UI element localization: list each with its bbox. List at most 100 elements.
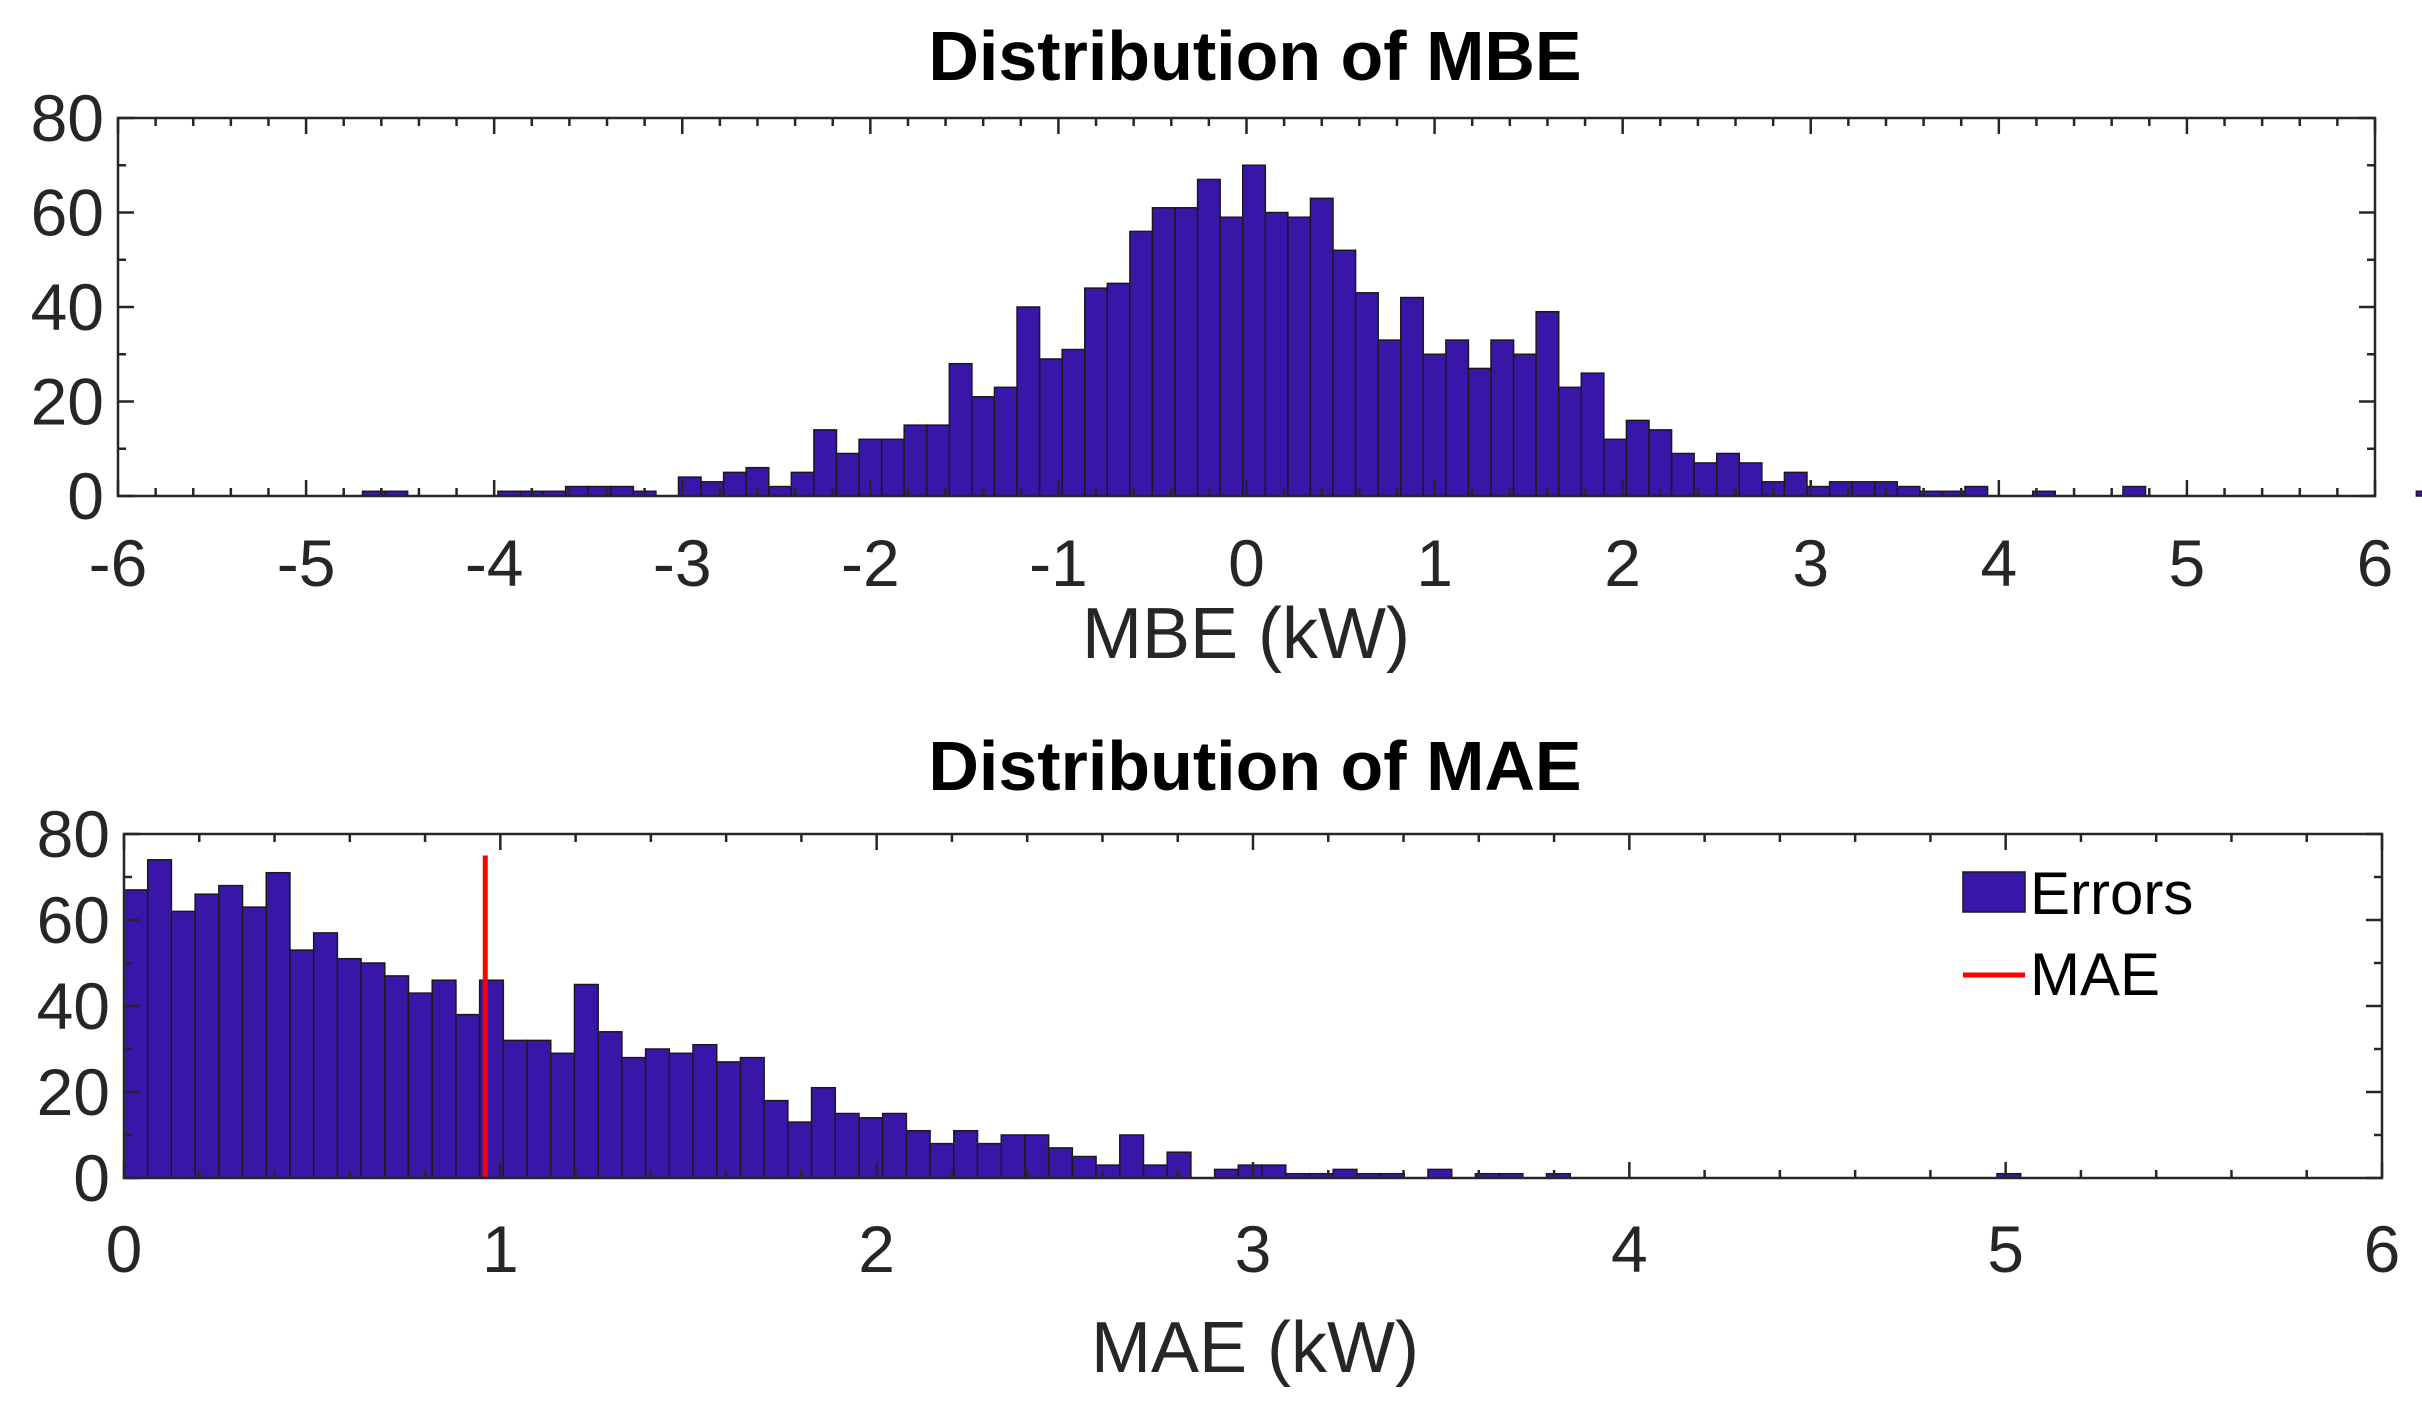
mbe-bar xyxy=(1467,367,1492,497)
mae-bar xyxy=(858,1117,884,1179)
mbe-y-tick-label: 40 xyxy=(31,270,104,344)
mbe-bar xyxy=(1625,419,1650,497)
mae-x-tick-label: 0 xyxy=(106,1212,143,1286)
mae-x-axis-label: MAE (kW) xyxy=(1091,1308,1419,1388)
mae-legend: Errors MAE xyxy=(1962,860,2193,1008)
mae-bar xyxy=(312,932,339,1179)
mae-bar xyxy=(407,992,433,1179)
mbe-bar xyxy=(1896,485,1921,497)
mbe-x-tick-label: -5 xyxy=(277,526,336,600)
mae-bar xyxy=(1237,1164,1263,1179)
mae-bar xyxy=(1095,1164,1121,1179)
mae-bar xyxy=(1427,1168,1453,1179)
mbe-x-tick-label: 1 xyxy=(1416,526,1453,600)
mbe-bar xyxy=(926,424,951,497)
mae-y-tick-label: 80 xyxy=(37,797,110,871)
mae-y-tick-label: 0 xyxy=(73,1141,110,1215)
mae-bar xyxy=(1071,1155,1097,1179)
mbe-bar xyxy=(1580,372,1605,497)
mae-bar xyxy=(218,884,244,1179)
mae-chart-title: Distribution of MAE xyxy=(928,727,1581,805)
legend-errors-label: Errors xyxy=(2030,860,2193,927)
mbe-y-tick-label: 20 xyxy=(31,365,104,439)
mae-bar xyxy=(241,906,268,1179)
mae-bar xyxy=(905,1129,931,1179)
mbe-bar xyxy=(903,424,928,497)
mae-bar xyxy=(1119,1134,1145,1179)
mbe-bar xyxy=(1738,462,1763,497)
mae-bars xyxy=(123,859,2022,1179)
mbe-x-tick-label: 3 xyxy=(1792,526,1829,600)
mbe-bar xyxy=(1490,339,1515,497)
mbe-bar xyxy=(835,452,860,497)
mae-bar xyxy=(455,1013,481,1179)
mbe-bar xyxy=(722,471,747,497)
mae-bar xyxy=(881,1112,908,1179)
mae-bar xyxy=(1000,1134,1026,1179)
mbe-x-tick-label: -3 xyxy=(653,526,712,600)
mbe-bar xyxy=(2122,485,2147,497)
mbe-y-tick-label: 0 xyxy=(67,459,104,533)
mbe-bar xyxy=(1512,353,1537,497)
mae-bar xyxy=(929,1142,955,1179)
mbe-bar xyxy=(768,485,793,497)
mae-y-tick-labels: 0 20 40 60 80 xyxy=(37,797,110,1215)
mae-histogram-panel: Distribution of MAE 0 1 2 3 4 5 6 0 20 40 60 80 MA… xyxy=(37,727,2401,1388)
mae-bar xyxy=(265,871,291,1179)
mae-bar xyxy=(526,1039,552,1179)
mae-bar xyxy=(194,893,220,1179)
mae-bar xyxy=(170,910,196,1179)
mbe-x-tick-label: 0 xyxy=(1228,526,1265,600)
mae-bar xyxy=(146,859,173,1179)
mbe-bar xyxy=(1241,164,1267,497)
mbe-bar xyxy=(1964,485,1989,497)
mae-bar xyxy=(1332,1168,1358,1179)
legend-mae-label: MAE xyxy=(2030,941,2160,1008)
mbe-bar xyxy=(1783,471,1808,497)
mae-bar xyxy=(1047,1147,1074,1179)
mbe-bar xyxy=(1106,282,1131,497)
mae-bar xyxy=(502,1039,528,1179)
mbe-y-tick-label: 60 xyxy=(31,176,104,250)
mae-bar xyxy=(739,1056,765,1179)
mae-y-tick-label: 60 xyxy=(37,883,110,957)
mbe-bar xyxy=(1535,310,1560,497)
mbe-bar xyxy=(1196,178,1221,497)
mbe-x-tick-label: 5 xyxy=(2169,526,2206,600)
mae-x-tick-label: 2 xyxy=(858,1212,895,1286)
mae-bar xyxy=(953,1129,979,1179)
mae-x-tick-label: 3 xyxy=(1235,1212,1272,1286)
mbe-bar xyxy=(1061,348,1086,497)
mbe-bar xyxy=(1309,197,1334,497)
mae-bar xyxy=(597,1031,623,1179)
mbe-x-tick-label: -6 xyxy=(89,526,148,600)
mae-x-tick-label: 4 xyxy=(1611,1212,1648,1286)
mae-bar xyxy=(621,1056,647,1179)
mbe-bar xyxy=(1174,207,1199,497)
mbe-x-tick-labels: -6 -5 -4 -3 -2 -1 0 1 2 3 4 5 6 xyxy=(89,526,2394,600)
mae-bar xyxy=(431,979,457,1179)
mae-x-tick-label: 5 xyxy=(1987,1212,2024,1286)
mbe-bar xyxy=(1264,211,1289,497)
mbe-bar xyxy=(880,438,905,497)
mae-bar xyxy=(1261,1164,1287,1179)
mbe-bar xyxy=(1332,249,1357,497)
mae-bar xyxy=(787,1121,813,1179)
mbe-histogram-panel: Distribution of MBE -6 -5 -4 -3 -2 -1 0 1 2 3 4 5 6 … xyxy=(31,17,2422,674)
mae-y-tick-label: 20 xyxy=(37,1055,110,1129)
mae-bar xyxy=(336,957,362,1179)
mbe-x-axis-label: MBE (kW) xyxy=(1082,594,1410,674)
mae-bar xyxy=(668,1052,694,1179)
mae-bar xyxy=(289,949,315,1179)
mbe-chart-title: Distribution of MBE xyxy=(928,17,1581,95)
mbe-bar xyxy=(993,386,1018,497)
mae-bar xyxy=(692,1043,718,1179)
mbe-axis-ticks xyxy=(116,116,2377,498)
mbe-bar xyxy=(1151,207,1176,497)
mbe-bar xyxy=(1670,452,1695,497)
mbe-bar xyxy=(1038,358,1063,497)
mae-bar xyxy=(1142,1164,1168,1179)
legend-errors-swatch xyxy=(1962,871,2026,913)
mae-bar xyxy=(810,1086,837,1179)
